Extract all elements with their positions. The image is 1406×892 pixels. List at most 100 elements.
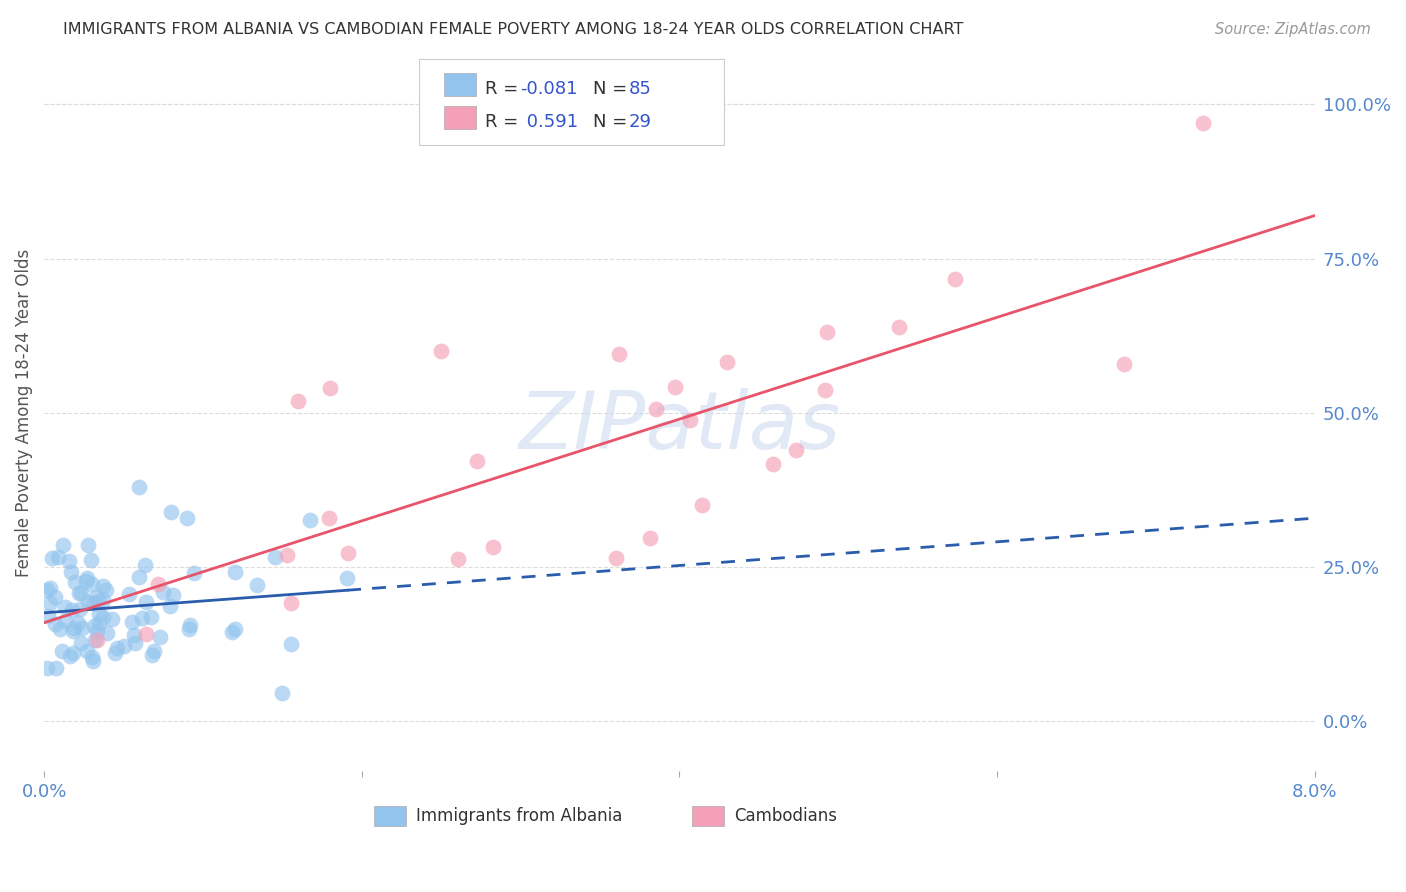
FancyBboxPatch shape [444,106,477,128]
Point [121,615,143,630]
Text: N =: N = [593,112,633,130]
Point [44,590,66,604]
Point [89,607,111,621]
Point [83,618,105,632]
Point [55,614,77,628]
FancyBboxPatch shape [419,59,724,145]
Point [336,570,359,584]
Text: N =: N = [593,79,633,98]
Point [664,380,686,394]
Point [96,625,118,640]
Point [89,615,111,630]
Point [76,572,98,586]
Point [80,577,103,591]
Point [162,589,184,603]
Point [59,648,82,663]
Point [152,584,174,599]
Point [51,644,73,658]
Point [299,513,322,527]
Point [70,622,93,636]
Point [280,595,302,609]
Point [287,393,309,408]
FancyBboxPatch shape [374,805,406,826]
Point [447,551,470,566]
Text: R =: R = [485,112,524,130]
Point [77,595,100,609]
Point [430,344,453,359]
Point [84,590,107,604]
Point [276,549,298,563]
Text: Source: ZipAtlas.com: Source: ZipAtlas.com [1215,22,1371,37]
Point [280,637,302,651]
Point [86,633,108,648]
Text: IMMIGRANTS FROM ALBANIA VS CAMBODIAN FEMALE POVERTY AMONG 18-24 YEAR OLDS CORREL: IMMIGRANTS FROM ALBANIA VS CAMBODIAN FEM… [63,22,963,37]
Point [183,566,205,580]
Point [246,578,269,592]
Point [41,550,63,565]
Point [176,510,198,524]
Point [224,566,246,580]
Point [716,355,738,369]
Point [83,632,105,647]
Point [105,640,128,655]
Point [135,595,157,609]
Point [91,593,114,607]
Point [224,622,246,636]
Point [131,611,153,625]
Point [44,617,66,632]
Point [128,480,150,494]
Point [465,453,488,467]
Point [814,383,837,397]
Point [82,595,104,609]
Point [69,601,91,615]
Point [49,622,72,636]
Point [690,498,713,512]
Point [160,504,183,518]
Text: R =: R = [485,79,524,98]
Point [53,600,76,615]
Point [45,661,67,675]
Point [815,325,838,339]
Point [605,551,627,566]
Point [58,554,80,568]
Point [86,593,108,607]
Point [37,583,59,598]
Point [124,636,146,650]
Point [38,596,60,610]
FancyBboxPatch shape [692,805,724,826]
Point [66,615,89,630]
Point [112,640,135,654]
Point [135,627,157,641]
Point [645,402,668,417]
Point [221,625,243,640]
Point [177,622,200,636]
Point [607,347,630,361]
Point [100,612,122,626]
Point [94,582,117,597]
Point [143,643,166,657]
Point [146,576,169,591]
Point [62,646,84,660]
Text: Immigrants from Albania: Immigrants from Albania [416,806,623,825]
Point [82,654,104,668]
Point [141,609,163,624]
FancyBboxPatch shape [444,73,477,96]
Point [159,599,181,614]
Text: -0.081: -0.081 [520,79,578,98]
Point [80,650,103,665]
Point [319,381,342,395]
Point [70,636,93,650]
Point [179,617,201,632]
Point [37,661,59,675]
Point [65,574,87,589]
Point [762,457,785,471]
Point [104,646,127,660]
Point [60,565,83,579]
Point [80,553,103,567]
Text: Cambodians: Cambodians [734,806,837,825]
Point [39,581,62,595]
Text: 0.591: 0.591 [520,112,578,130]
Point [785,443,807,458]
Point [63,621,86,635]
Point [62,602,84,616]
